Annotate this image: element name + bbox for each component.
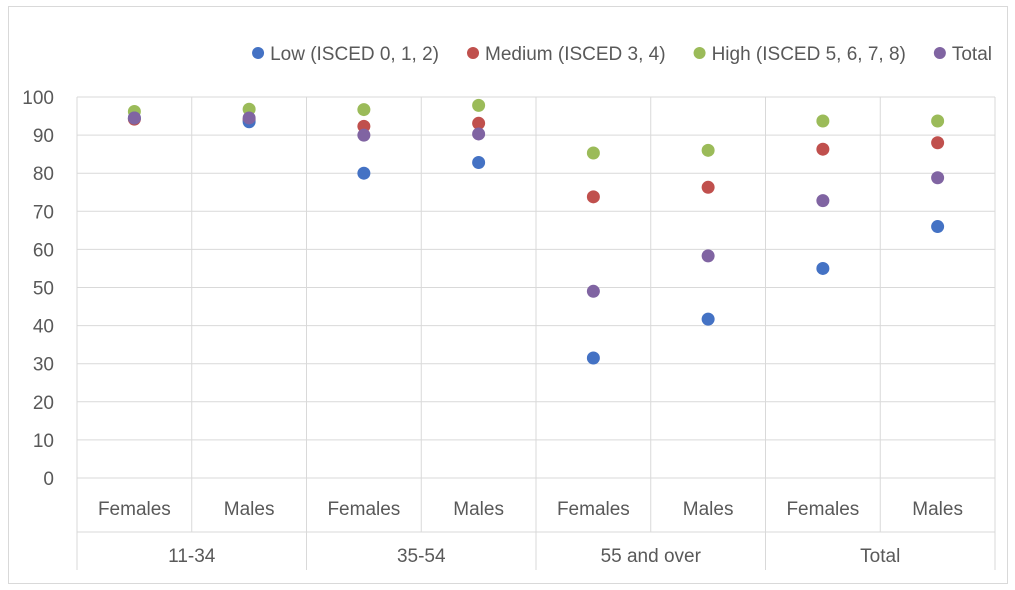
legend-marker (467, 47, 480, 59)
data-point (357, 128, 371, 142)
legend-marker (252, 47, 265, 59)
legend-item: Medium (ISCED 3, 4) (467, 44, 666, 65)
data-point (701, 249, 715, 263)
y-tick-label: 20 (33, 393, 54, 414)
data-point (931, 220, 945, 234)
category-label: Males (224, 499, 275, 520)
data-point (472, 127, 486, 141)
data-point (931, 136, 945, 150)
y-tick-label: 40 (33, 317, 54, 338)
category-labels: Females Males Females Males Females Males Fema… (98, 499, 963, 567)
legend-label: High (ISCED 5, 6, 7, 8) (712, 44, 906, 65)
chart-frame (8, 6, 1008, 584)
data-point (816, 261, 830, 275)
data-point (586, 146, 600, 160)
legend-item: High (ISCED 5, 6, 7, 8) (693, 44, 906, 65)
legend-marker (693, 47, 706, 59)
y-tick-label: 90 (33, 126, 54, 147)
data-point (357, 103, 371, 117)
legend-label: Medium (ISCED 3, 4) (485, 44, 666, 65)
group-label: Total (860, 546, 900, 567)
data-point (816, 142, 830, 156)
legend: Low (ISCED 0, 1, 2) Medium (ISCED 3, 4) Hi… (252, 44, 992, 65)
category-label: Females (98, 499, 171, 520)
y-tick-label: 0 (43, 469, 54, 490)
y-axis-ticks: 0 10 20 30 40 50 60 70 80 90 100 (22, 88, 54, 490)
y-tick-label: 70 (33, 202, 54, 223)
legend-label: Total (952, 44, 992, 65)
group-label: 55 and over (601, 546, 702, 567)
data-point (586, 284, 600, 298)
group-label: 11-34 (168, 546, 216, 567)
y-tick-label: 10 (33, 431, 54, 452)
data-point (816, 114, 830, 128)
category-label: Females (786, 499, 859, 520)
data-point (472, 98, 486, 112)
data-point (586, 351, 600, 365)
data-point (472, 156, 486, 170)
y-tick-label: 50 (33, 279, 54, 300)
data-point (357, 166, 371, 180)
y-tick-label: 60 (33, 240, 54, 261)
category-label: Females (327, 499, 400, 520)
category-separators (76, 97, 996, 570)
data-point (586, 190, 600, 204)
data-point (242, 111, 256, 125)
data-points (127, 98, 945, 365)
category-label: Males (453, 499, 504, 520)
data-point (931, 114, 945, 128)
legend-item: Total (933, 44, 992, 65)
y-tick-label: 30 (33, 355, 54, 376)
category-label: Males (683, 499, 734, 520)
y-tick-label: 100 (22, 88, 54, 109)
data-point (472, 116, 486, 130)
legend-marker (933, 47, 946, 59)
y-tick-label: 80 (33, 164, 54, 185)
group-label: 35-54 (397, 546, 446, 567)
data-point (127, 111, 141, 125)
legend-label: Low (ISCED 0, 1, 2) (270, 44, 439, 65)
category-label: Females (557, 499, 630, 520)
legend-item: Low (ISCED 0, 1, 2) (252, 44, 439, 65)
data-point (931, 171, 945, 185)
data-point (701, 312, 715, 326)
data-point (701, 143, 715, 157)
category-label: Males (912, 499, 963, 520)
data-point (701, 180, 715, 194)
data-point (816, 194, 830, 208)
